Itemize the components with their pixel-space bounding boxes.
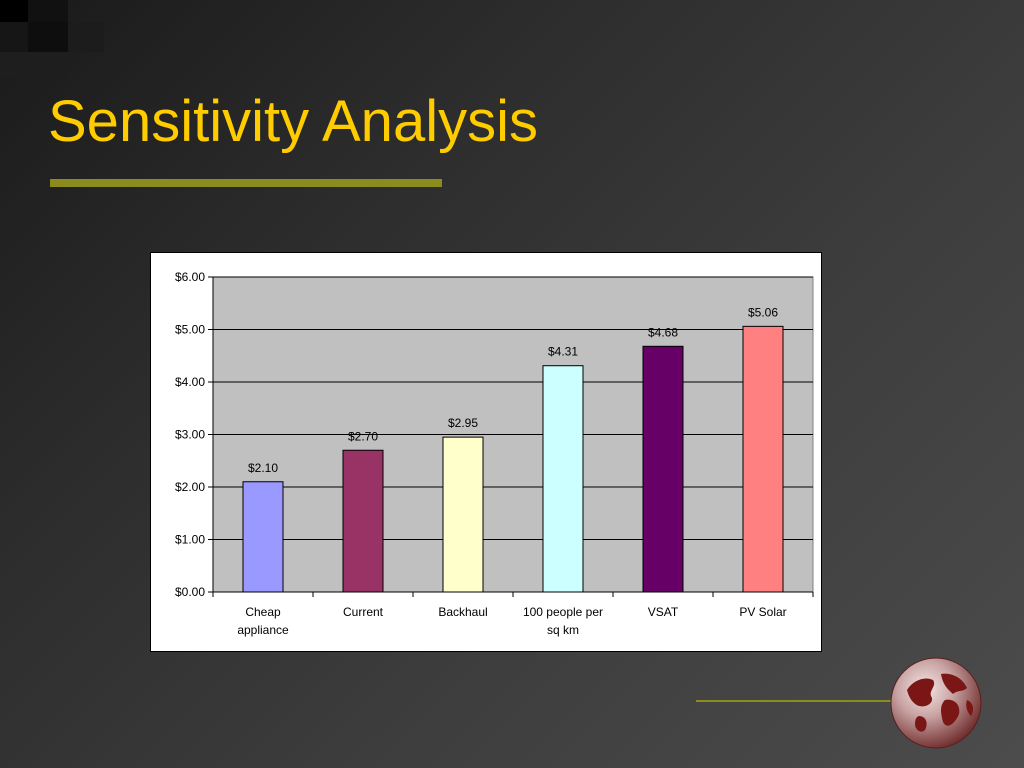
y-tick-label: $5.00 [175,323,205,337]
data-label: $2.10 [248,461,278,475]
category-label: Backhaul [438,605,487,619]
category-label: PV Solar [739,605,786,619]
category-label: 100 people per sq km [523,605,603,637]
y-tick-label: $3.00 [175,428,205,442]
data-label: $4.31 [548,345,578,359]
category-label: VSAT [648,605,679,619]
y-tick-label: $4.00 [175,375,205,389]
y-tick-label: $1.00 [175,533,205,547]
bar [242,481,284,593]
bar [742,325,784,593]
bar [442,436,484,593]
data-label: $5.06 [748,305,778,319]
bar-chart: $0.00 $1.00 $2.00 $3.00 $4.00 $5.00 $6.00 $2.10… [150,252,822,652]
y-tick-label: $0.00 [175,585,205,599]
data-label: $4.68 [648,325,678,339]
y-tick-label: $6.00 [175,270,205,284]
category-label: Current [343,605,384,619]
slide-title: Sensitivity Analysis [48,89,538,154]
bar [542,365,584,593]
globe-icon [889,656,983,750]
bar [642,345,684,593]
footer-rule [696,700,896,702]
chart-svg: $0.00 $1.00 $2.00 $3.00 $4.00 $5.00 $6.00 $2.10… [175,270,814,637]
title-underline [50,179,442,187]
category-label: Cheap appliance [237,605,289,637]
data-label: $2.95 [448,416,478,430]
y-tick-label: $2.00 [175,480,205,494]
bar [342,449,384,593]
corner-decoration [0,0,120,90]
data-label: $2.70 [348,429,378,443]
